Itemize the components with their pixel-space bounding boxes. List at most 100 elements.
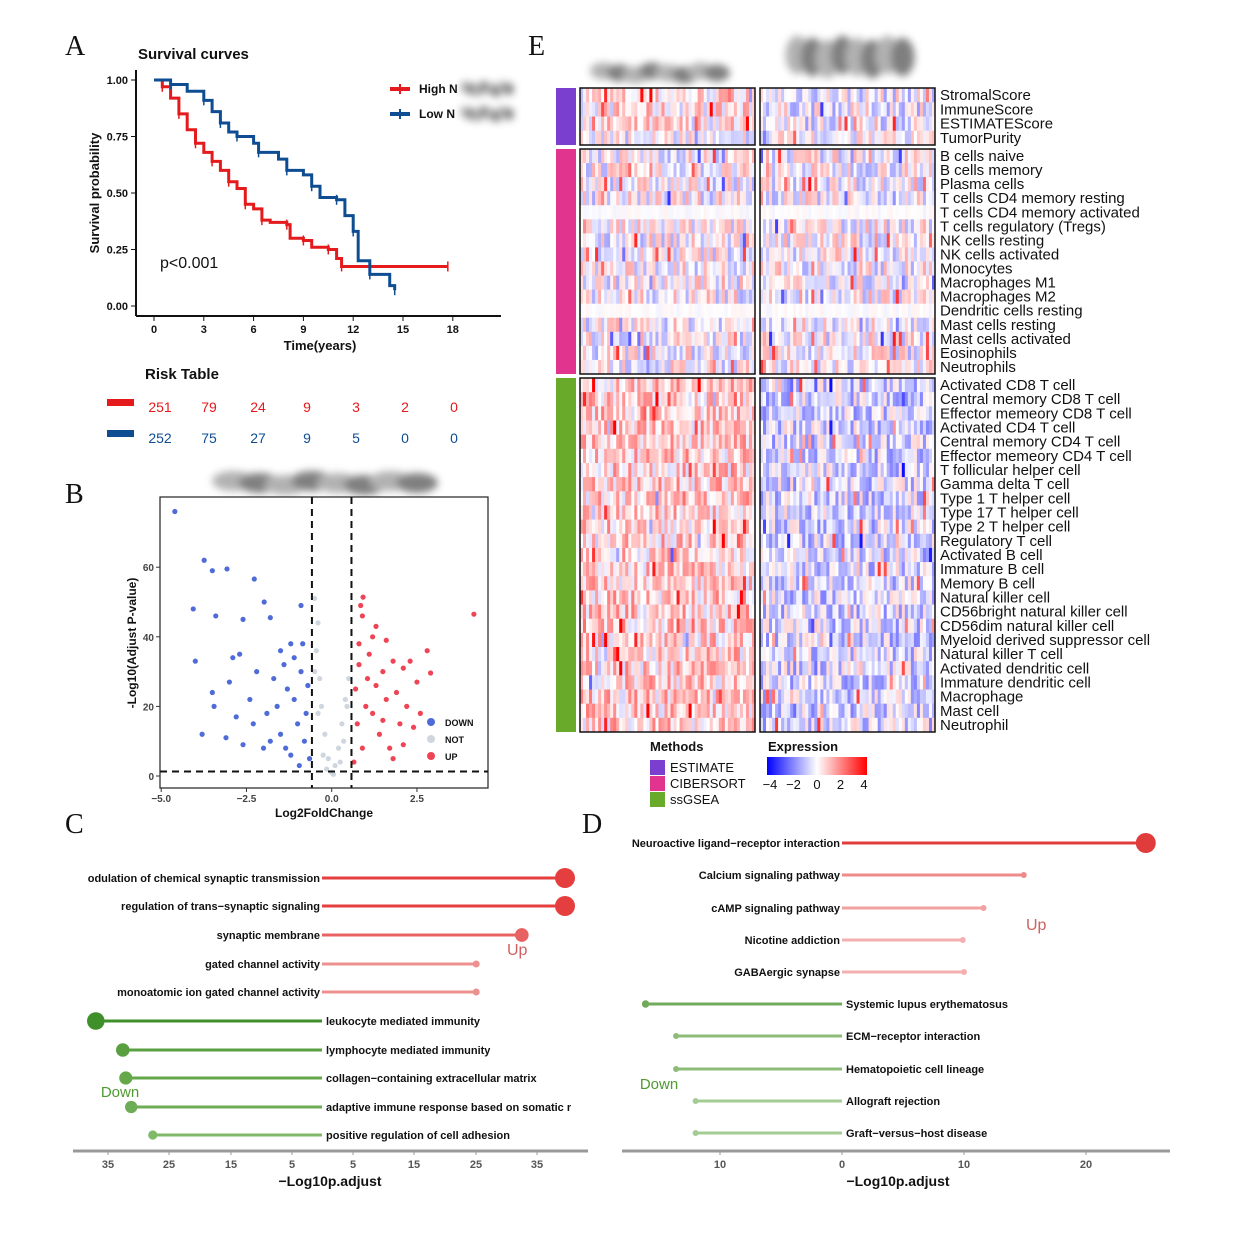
heatmap-cell bbox=[841, 576, 845, 591]
heatmap-cell bbox=[808, 547, 812, 563]
heatmap-cell bbox=[883, 420, 888, 435]
heatmap-cell bbox=[742, 533, 747, 549]
heatmap-cell bbox=[718, 219, 723, 234]
heatmap-cell bbox=[802, 392, 806, 407]
heatmap-cell bbox=[904, 233, 909, 248]
heatmap-cell bbox=[793, 303, 797, 319]
heatmap-cell bbox=[862, 289, 866, 304]
heatmap-cell bbox=[604, 303, 608, 319]
heatmap-cell bbox=[592, 247, 596, 262]
heatmap-cell bbox=[931, 289, 936, 304]
heatmap-cell bbox=[907, 233, 912, 248]
heatmap-cell bbox=[739, 647, 744, 662]
heatmap-cell bbox=[655, 448, 659, 464]
heatmap-cell bbox=[700, 562, 705, 577]
heatmap-cell bbox=[667, 590, 671, 605]
heatmap-cell bbox=[877, 163, 881, 178]
heatmap-cell bbox=[925, 233, 930, 248]
heatmap-cell bbox=[652, 533, 656, 549]
heatmap-cell bbox=[760, 219, 764, 234]
heatmap-cell bbox=[691, 331, 695, 347]
heatmap-row-label: Plasma cells bbox=[940, 176, 1024, 193]
volcano-point-down bbox=[281, 662, 287, 668]
heatmap-cell bbox=[733, 505, 738, 520]
heatmap-cell bbox=[604, 420, 608, 435]
heatmap-cell bbox=[763, 406, 767, 421]
heatmap-cell bbox=[919, 163, 924, 178]
heatmap-cell bbox=[661, 219, 665, 234]
heatmap-cell bbox=[787, 519, 791, 535]
heatmap-cell bbox=[688, 261, 692, 276]
heatmap-cell bbox=[712, 233, 717, 248]
heatmap-cell bbox=[613, 661, 617, 676]
heatmap-cell bbox=[595, 163, 599, 178]
heatmap-cell bbox=[685, 261, 689, 276]
heatmap-cell bbox=[865, 406, 869, 421]
heatmap-cell bbox=[598, 191, 602, 206]
heatmap-cell bbox=[610, 462, 614, 478]
heatmap-cell bbox=[631, 163, 635, 178]
heatmap-cell bbox=[613, 406, 617, 421]
heatmap-cell bbox=[913, 378, 918, 393]
plot-frame bbox=[159, 496, 489, 789]
heatmap-cell bbox=[700, 675, 705, 690]
heatmap-cell bbox=[634, 177, 638, 192]
heatmap-cell bbox=[628, 519, 632, 535]
heatmap-cell bbox=[676, 205, 680, 220]
heatmap-cell bbox=[808, 205, 812, 220]
heatmap-cell bbox=[619, 618, 623, 634]
heatmap-cell bbox=[661, 505, 665, 520]
heatmap-cell bbox=[640, 717, 644, 733]
heatmap-cell bbox=[817, 462, 821, 478]
heatmap-cell bbox=[784, 317, 788, 333]
heatmap-cell bbox=[748, 275, 753, 290]
heatmap-cell bbox=[856, 219, 860, 234]
heatmap-cell bbox=[637, 88, 641, 103]
heatmap-cell bbox=[664, 618, 668, 634]
heatmap-cell bbox=[862, 378, 866, 393]
heatmap-cell bbox=[787, 233, 791, 248]
heatmap-cell bbox=[745, 703, 750, 719]
heatmap-cell bbox=[748, 632, 753, 648]
heatmap-cell bbox=[655, 462, 659, 478]
heatmap-cell bbox=[619, 647, 623, 662]
heatmap-cell bbox=[622, 632, 626, 648]
heatmap-cell bbox=[745, 102, 750, 117]
heatmap-cell bbox=[595, 689, 599, 704]
heatmap-cell bbox=[796, 261, 800, 276]
heatmap-cell bbox=[916, 434, 921, 450]
heatmap-cell bbox=[838, 448, 842, 464]
heatmap-cell bbox=[610, 717, 614, 733]
heatmap-cell bbox=[820, 261, 824, 276]
heatmap-cell bbox=[730, 632, 735, 648]
heatmap-cell bbox=[616, 689, 620, 704]
heatmap-cell bbox=[595, 420, 599, 435]
heatmap-cell bbox=[847, 420, 851, 435]
heatmap-cell bbox=[670, 163, 674, 178]
heatmap-cell bbox=[892, 331, 897, 347]
heatmap-cell bbox=[592, 233, 596, 248]
heatmap-cell bbox=[724, 717, 729, 733]
heatmap-cell bbox=[619, 689, 623, 704]
heatmap-cell bbox=[709, 116, 714, 132]
heatmap-cell bbox=[736, 116, 741, 132]
heatmap-cell bbox=[601, 102, 605, 117]
heatmap-cell bbox=[928, 378, 933, 393]
heatmap-cell bbox=[679, 576, 683, 591]
heatmap-cell bbox=[868, 562, 872, 577]
heatmap-cell bbox=[886, 505, 891, 520]
heatmap-cell bbox=[931, 533, 936, 549]
volcano-point-not bbox=[315, 620, 321, 626]
heatmap-cell bbox=[742, 632, 747, 648]
heatmap-cell bbox=[751, 261, 756, 276]
heatmap-cell bbox=[799, 420, 803, 435]
heatmap-cell bbox=[682, 116, 686, 132]
volcano-point-not bbox=[323, 766, 330, 772]
heatmap-cell bbox=[697, 219, 701, 234]
heatmap-cell bbox=[727, 547, 732, 563]
heatmap-cell bbox=[667, 576, 671, 591]
heatmap-cell bbox=[697, 519, 701, 535]
heatmap-cell bbox=[742, 406, 747, 421]
heatmap-cell bbox=[760, 562, 764, 577]
heatmap-cell bbox=[883, 533, 888, 549]
